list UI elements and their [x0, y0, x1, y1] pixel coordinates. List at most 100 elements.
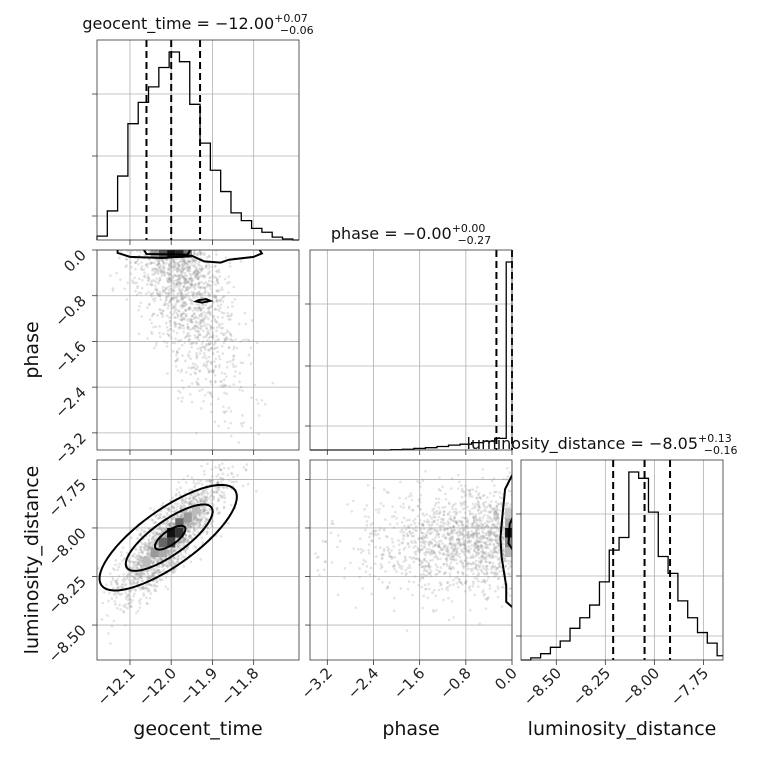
scatter-point — [190, 280, 193, 283]
xtick-label-luminosity_distance-3: −7.75 — [667, 664, 712, 709]
scatter-point — [137, 262, 140, 266]
scatter-point — [479, 544, 483, 548]
scatter-point — [190, 382, 194, 385]
scatter-point — [187, 501, 191, 504]
scatter-point — [184, 261, 187, 264]
scatter-point — [451, 555, 455, 559]
scatter-point — [212, 495, 216, 499]
scatter-point — [151, 543, 154, 546]
scatter-point — [223, 411, 226, 414]
scatter-point — [403, 524, 406, 528]
scatter-point — [462, 529, 466, 532]
scatter-point — [487, 510, 491, 514]
scatter-point — [506, 572, 510, 575]
scatter-point — [449, 537, 453, 541]
scatter-point — [171, 341, 175, 345]
scatter-point — [125, 298, 129, 301]
scatter-point — [176, 313, 179, 316]
scatter-point — [475, 551, 478, 554]
scatter-point — [173, 556, 176, 559]
scatter-point — [180, 270, 183, 273]
scatter-point — [175, 560, 179, 564]
scatter-points-luminosity_distance-vs-phase — [314, 460, 512, 632]
scatter-point — [457, 537, 461, 541]
scatter-point — [407, 580, 411, 583]
scatter-point — [166, 519, 169, 523]
scatter-point — [153, 571, 156, 574]
scatter-point — [454, 545, 457, 549]
scatter-point — [162, 265, 165, 268]
scatter-point — [477, 493, 480, 497]
scatter-point — [203, 274, 207, 278]
scatter-point — [173, 273, 176, 277]
scatter-point — [452, 525, 455, 529]
scatter-point — [139, 558, 142, 562]
scatter-point — [205, 326, 208, 330]
scatter-point — [167, 508, 170, 511]
scatter-point — [207, 310, 211, 314]
scatter-point — [197, 520, 201, 523]
scatter-point — [207, 355, 211, 359]
scatter-point — [185, 303, 188, 306]
scatter-point — [244, 468, 248, 472]
scatter-point — [212, 326, 216, 330]
scatter-point — [199, 347, 203, 351]
scatter-point — [173, 549, 176, 553]
scatter-point — [475, 534, 479, 538]
scatter-point — [502, 536, 506, 540]
scatter-point — [484, 552, 488, 556]
scatter-point — [158, 533, 162, 536]
scatter-point — [493, 565, 497, 568]
scatter-point — [489, 553, 492, 557]
scatter-point — [121, 546, 125, 550]
scatter-point — [176, 369, 180, 372]
scatter-point — [186, 265, 190, 269]
scatter-point — [166, 564, 169, 568]
scatter-point — [190, 320, 194, 324]
scatter-point — [154, 288, 157, 292]
scatter-point — [482, 551, 485, 555]
scatter-point — [476, 504, 480, 507]
scatter-point — [137, 579, 140, 583]
scatter-point — [449, 568, 453, 571]
scatter-point — [185, 274, 189, 278]
scatter-point — [406, 534, 410, 537]
scatter-point — [115, 581, 119, 585]
scatter-point — [165, 314, 169, 317]
scatter-point — [179, 304, 183, 308]
scatter-point — [474, 531, 478, 534]
scatter-point — [167, 507, 170, 511]
scatter-point — [496, 577, 500, 581]
scatter-point — [205, 357, 208, 360]
scatter-point — [157, 280, 161, 283]
scatter-point — [510, 493, 512, 497]
scatter-point — [463, 543, 466, 546]
scatter-point — [166, 279, 169, 282]
scatter-point — [497, 548, 501, 551]
scatter-point — [147, 290, 150, 294]
scatter-point — [141, 278, 144, 282]
scatter-point — [450, 529, 454, 533]
scatter-point — [199, 309, 203, 312]
scatter-point — [182, 267, 185, 270]
scatter-point — [149, 261, 153, 265]
scatter-point — [223, 337, 227, 341]
scatter-point — [212, 370, 215, 373]
scatter-point — [100, 618, 104, 621]
scatter-point — [207, 306, 210, 310]
scatter-point — [151, 297, 155, 301]
scatter-point — [465, 533, 468, 537]
scatter-point — [132, 582, 136, 585]
scatter-point — [177, 389, 180, 393]
scatter-point — [398, 496, 401, 500]
scatter-point — [474, 515, 478, 519]
ytick-label-luminosity_distance-3: −7.75 — [45, 476, 90, 521]
scatter-point — [155, 289, 159, 293]
scatter-point — [454, 520, 458, 524]
scatter-point — [429, 565, 432, 568]
scatter-point — [241, 414, 244, 417]
scatter-point — [230, 312, 233, 316]
scatter-point — [219, 468, 223, 472]
scatter-point — [449, 542, 453, 546]
scatter-point — [437, 501, 440, 504]
